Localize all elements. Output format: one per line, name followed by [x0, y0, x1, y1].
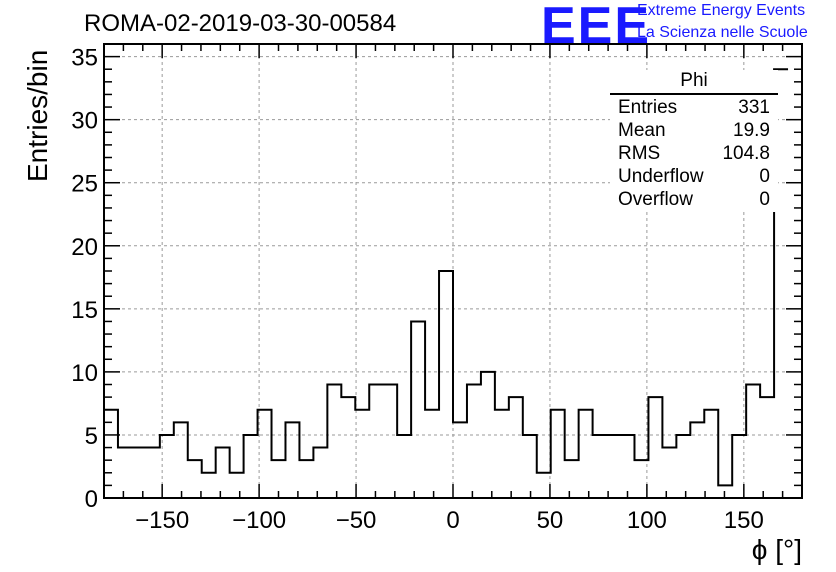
histogram-bin	[579, 410, 593, 498]
histogram-bin	[537, 473, 551, 498]
histogram-bin	[216, 448, 230, 498]
y-tick-label: 0	[85, 486, 98, 513]
histogram-bin	[439, 271, 453, 498]
logo-subtitle-1: Extreme Energy Events	[637, 2, 806, 19]
stats-row-mean: Mean 19.9	[610, 120, 778, 143]
histogram-bin	[369, 385, 383, 499]
histogram-bin	[313, 448, 327, 498]
eee-logo: EEE	[541, 0, 652, 55]
x-tick-label: −100	[232, 507, 286, 534]
x-tick-label: 50	[537, 507, 564, 534]
x-tick-label: −50	[336, 507, 377, 534]
stats-row-entries: Entries 331	[610, 97, 778, 120]
histogram-bin	[676, 435, 690, 498]
x-axis-label: ϕ [°]	[751, 534, 802, 565]
histogram-bin	[285, 422, 299, 498]
histogram-bin	[174, 422, 188, 498]
stats-label: RMS	[618, 143, 661, 164]
histogram-bin	[621, 435, 635, 498]
histogram-bin	[690, 422, 704, 498]
histogram-bin	[146, 448, 160, 498]
y-tick-label: 10	[71, 360, 98, 387]
histogram-bin	[746, 385, 760, 499]
x-tick-label: 100	[627, 507, 667, 534]
histogram-bin	[397, 435, 411, 498]
histogram-bin	[760, 397, 774, 498]
y-tick-label: 20	[71, 234, 98, 261]
y-tick-label: 5	[85, 423, 98, 450]
stats-label: Entries	[618, 97, 678, 118]
stats-value: 19.9	[733, 120, 770, 141]
stats-title: Phi	[610, 70, 778, 95]
y-tick-label: 35	[71, 45, 98, 72]
histogram-bin	[244, 435, 258, 498]
stats-row-underflow: Underflow 0	[610, 166, 778, 189]
histogram-bin	[718, 485, 732, 498]
x-tick-label: 150	[724, 507, 764, 534]
histogram-bin	[453, 422, 467, 498]
logo-subtitle-2: La Scienza nelle Scuole	[637, 24, 808, 41]
histogram-bin	[593, 435, 607, 498]
y-tick-label: 15	[71, 297, 98, 324]
stats-row-rms: RMS 104.8	[610, 143, 778, 166]
histogram-bin	[299, 460, 313, 498]
histogram-bin	[425, 410, 439, 498]
histogram-bin	[495, 410, 509, 498]
y-tick-label: 30	[71, 108, 98, 135]
histogram-bin	[607, 435, 621, 498]
stats-value: 0	[759, 166, 770, 187]
stats-row-overflow: Overflow 0	[610, 189, 778, 212]
stats-box: Phi Entries 331 Mean 19.9 RMS 104.8 Unde…	[610, 70, 778, 212]
stats-label: Underflow	[618, 166, 704, 187]
histogram-bin	[551, 410, 565, 498]
histogram-bin	[341, 397, 355, 498]
stats-value: 0	[759, 189, 770, 210]
histogram-bin	[662, 448, 676, 498]
histogram-bin	[188, 460, 202, 498]
histogram-bin	[467, 385, 481, 499]
histogram-bin	[327, 385, 341, 499]
histogram-bin	[523, 435, 537, 498]
stats-value: 104.8	[722, 143, 770, 164]
x-tick-label: 0	[446, 507, 459, 534]
chart-title: ROMA-02-2019-03-30-00584	[84, 10, 397, 37]
y-tick-label: 25	[71, 171, 98, 198]
histogram-bin	[411, 321, 425, 498]
histogram-bin	[383, 385, 397, 499]
histogram-bin	[509, 397, 523, 498]
histogram-bin	[648, 397, 662, 498]
histogram-bin	[118, 448, 132, 498]
histogram-bin	[704, 410, 718, 498]
stats-label: Overflow	[618, 189, 693, 210]
stats-label: Mean	[618, 120, 666, 141]
histogram-bin	[355, 410, 369, 498]
histogram-bin	[565, 460, 579, 498]
histogram-bin	[230, 473, 244, 498]
stats-value: 331	[738, 97, 770, 118]
histogram-bin	[132, 448, 146, 498]
x-tick-label: −150	[135, 507, 189, 534]
histogram-line	[104, 68, 789, 487]
histogram-bin	[202, 473, 216, 498]
